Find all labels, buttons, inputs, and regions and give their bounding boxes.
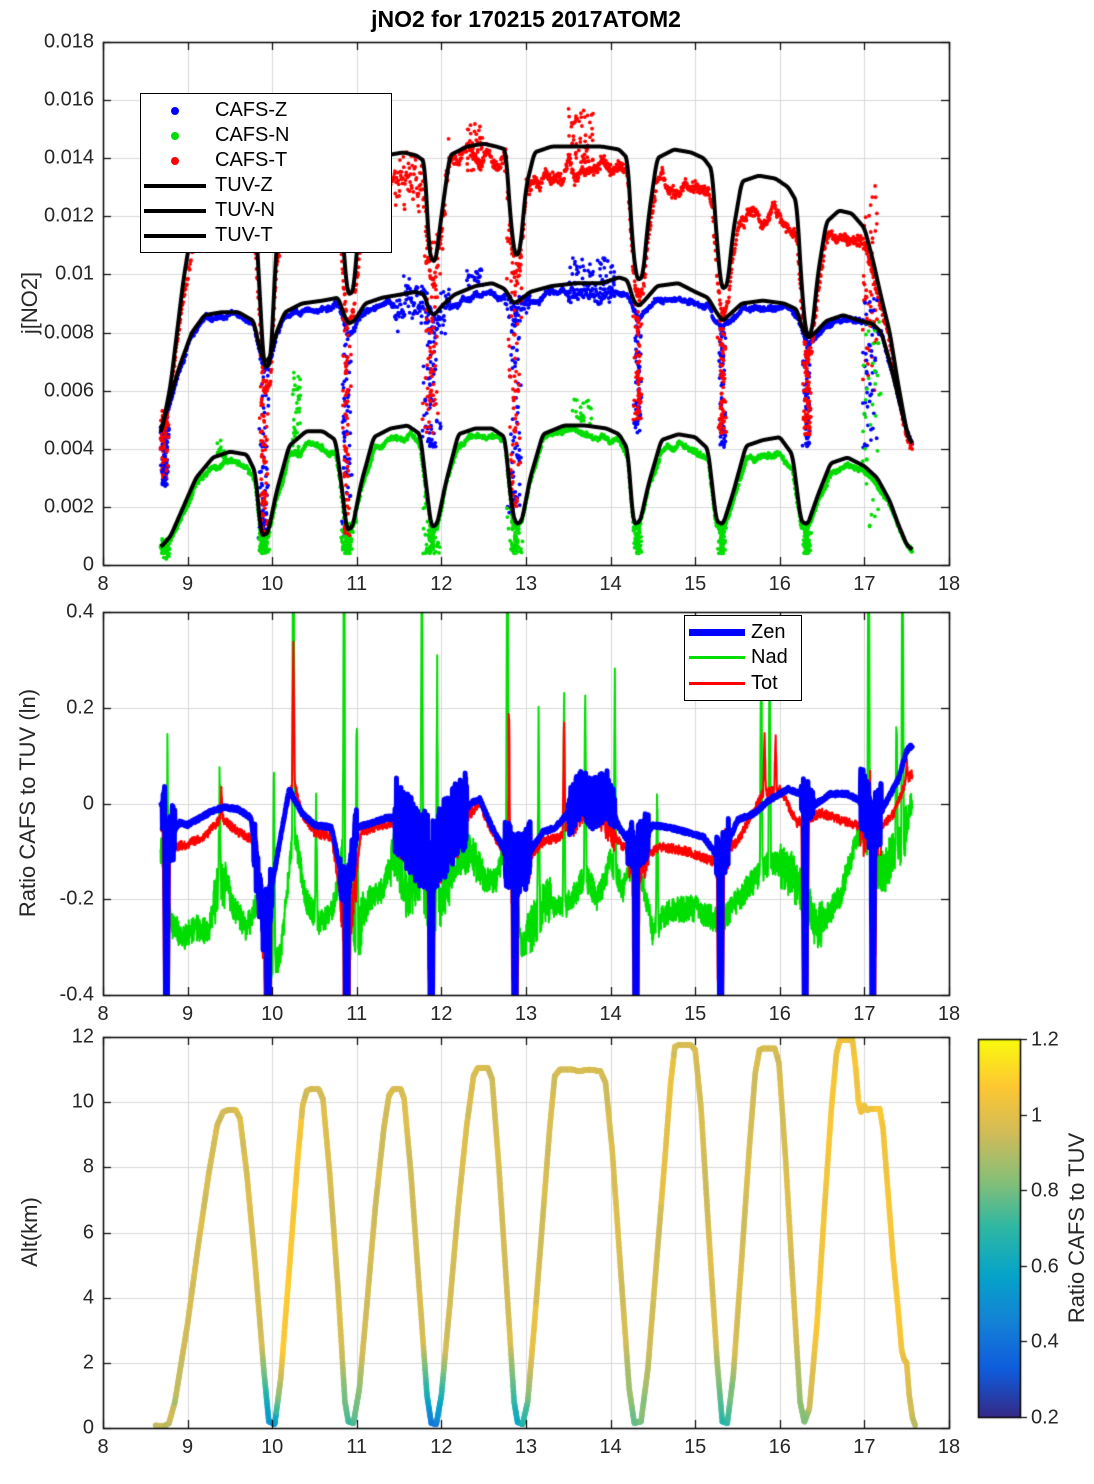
legend-item-cafs-t: CAFS-T xyxy=(141,148,391,173)
top-y-tick-label: 0.01 xyxy=(55,262,94,285)
middle-x-tick-label: 15 xyxy=(684,1003,707,1025)
legend-item-cafs-n: CAFS-N xyxy=(141,123,391,148)
middle-y-tick-label: 0.4 xyxy=(66,600,94,623)
top-y-tick-label: 0.002 xyxy=(43,495,94,518)
top-x-tick-label: 10 xyxy=(261,573,284,595)
top-y-tick-label: 0.014 xyxy=(43,146,94,169)
middle-x-tick-label: 10 xyxy=(261,1003,284,1025)
bottom-x-tick-label: 14 xyxy=(599,1436,622,1458)
top-y-tick-label: 0.006 xyxy=(43,379,94,402)
legend-item-tuv-n: TUV-N xyxy=(141,198,391,223)
colorbar-label: Ratio CAFS to TUV xyxy=(1064,1132,1089,1324)
top-y-tick-label: 0.018 xyxy=(43,30,94,53)
legend-label: Nad xyxy=(751,646,788,669)
colorbar-tick-label: 0.6 xyxy=(1031,1255,1059,1277)
legend-item-tot: Tot xyxy=(685,671,801,695)
legend-item-nad: Nad xyxy=(685,646,801,670)
bottom-x-tick-label: 12 xyxy=(430,1436,453,1458)
top-x-tick-label: 8 xyxy=(97,573,109,595)
bottom-y-tick-label: 12 xyxy=(71,1025,94,1048)
tuv-n-line-marker-icon xyxy=(141,208,209,213)
middle-x-tick-label: 12 xyxy=(430,1003,453,1025)
top-y-tick-label: 0.008 xyxy=(43,321,94,344)
bottom-y-tick-label: 0 xyxy=(82,1416,94,1439)
middle-x-tick-label: 14 xyxy=(599,1003,622,1025)
figure-title: jNO2 for 170215 2017ATOM2 xyxy=(371,6,681,32)
cafs-n-dot-marker-icon xyxy=(141,131,209,140)
top-y-axis-label: j[NO2] xyxy=(17,271,42,335)
top-x-tick-label: 14 xyxy=(599,573,622,595)
legend-label: TUV-N xyxy=(215,199,275,221)
cafs-z-dot-marker-icon xyxy=(141,106,209,115)
middle-y-tick-label: -0.2 xyxy=(59,887,94,910)
middle-x-tick-label: 9 xyxy=(182,1003,194,1025)
middle-y-axis-label: Ratio CAFS to TUV (ln) xyxy=(15,688,40,918)
cafs-t-dot-marker-icon xyxy=(141,156,209,165)
middle-x-tick-label: 11 xyxy=(346,1003,368,1025)
middle-x-tick-label: 16 xyxy=(768,1003,791,1025)
top-x-tick-label: 17 xyxy=(853,573,876,595)
tot-line-marker-icon xyxy=(685,681,749,685)
middle-x-tick-label: 17 xyxy=(853,1003,876,1025)
tuv-t-line-marker-icon xyxy=(141,233,209,238)
middle-y-tick-label: 0.2 xyxy=(66,696,94,719)
legend-label: TUV-T xyxy=(215,224,273,246)
middle-y-tick-label: 0 xyxy=(82,792,94,814)
top-plot-legend: CAFS-Z CAFS-N CAFS-T TUV-Z TUV-N TUV-T xyxy=(140,93,392,253)
legend-item-cafs-z: CAFS-Z xyxy=(141,98,391,123)
bottom-x-tick-label: 15 xyxy=(684,1436,707,1458)
top-x-tick-label: 16 xyxy=(768,573,791,595)
bottom-x-tick-label: 18 xyxy=(937,1436,961,1458)
legend-label: TUV-Z xyxy=(215,174,273,196)
bottom-x-tick-label: 17 xyxy=(853,1436,876,1458)
bottom-y-tick-label: 8 xyxy=(82,1155,94,1178)
legend-label: CAFS-T xyxy=(215,149,288,171)
top-y-tick-label: 0 xyxy=(82,553,94,576)
bottom-x-tick-label: 11 xyxy=(346,1436,368,1458)
colorbar-tick-label: 0.2 xyxy=(1031,1406,1059,1428)
middle-x-tick-label: 13 xyxy=(514,1003,538,1025)
legend-item-zen: Zen xyxy=(685,621,801,645)
colorbar-tick-label: 1.2 xyxy=(1031,1028,1059,1050)
legend-item-tuv-z: TUV-Z xyxy=(141,173,391,198)
tuv-z-line-marker-icon xyxy=(141,183,209,188)
legend-label: CAFS-Z xyxy=(215,99,288,121)
legend-item-tuv-t: TUV-T xyxy=(141,223,391,248)
bottom-x-tick-label: 9 xyxy=(182,1436,194,1458)
top-y-tick-label: 0.012 xyxy=(43,204,94,227)
nad-line-marker-icon xyxy=(685,656,749,660)
legend-label: Zen xyxy=(751,621,786,644)
zen-line-marker-icon xyxy=(685,629,749,637)
bottom-y-tick-label: 4 xyxy=(82,1286,94,1309)
bottom-x-tick-label: 8 xyxy=(97,1436,109,1458)
top-y-tick-label: 0.016 xyxy=(43,88,94,111)
bottom-y-axis-label: Alt(km) xyxy=(17,1197,42,1267)
middle-y-tick-label: -0.4 xyxy=(59,983,94,1006)
top-x-tick-label: 11 xyxy=(346,573,368,595)
top-x-tick-label: 12 xyxy=(430,573,453,595)
middle-plot-legend: Zen Nad Tot xyxy=(684,615,802,701)
top-x-tick-label: 13 xyxy=(514,573,538,595)
bottom-x-tick-label: 10 xyxy=(261,1436,284,1458)
bottom-x-tick-label: 16 xyxy=(768,1436,791,1458)
middle-x-tick-label: 8 xyxy=(97,1003,109,1025)
bottom-y-tick-label: 6 xyxy=(82,1221,94,1243)
top-y-tick-label: 0.004 xyxy=(43,437,94,460)
legend-label: CAFS-N xyxy=(215,124,290,146)
colorbar-tick-label: 0.8 xyxy=(1031,1179,1059,1201)
bottom-x-tick-label: 13 xyxy=(514,1436,538,1458)
top-x-tick-label: 18 xyxy=(937,573,961,595)
middle-x-tick-label: 18 xyxy=(937,1003,961,1025)
top-x-tick-label: 9 xyxy=(182,573,194,595)
colorbar-tick-label: 1 xyxy=(1031,1104,1043,1126)
bottom-y-tick-label: 2 xyxy=(82,1351,94,1374)
top-x-tick-label: 15 xyxy=(684,573,707,595)
colorbar-tick-label: 0.4 xyxy=(1031,1330,1059,1352)
legend-label: Tot xyxy=(751,671,778,694)
bottom-y-tick-label: 10 xyxy=(71,1090,94,1113)
